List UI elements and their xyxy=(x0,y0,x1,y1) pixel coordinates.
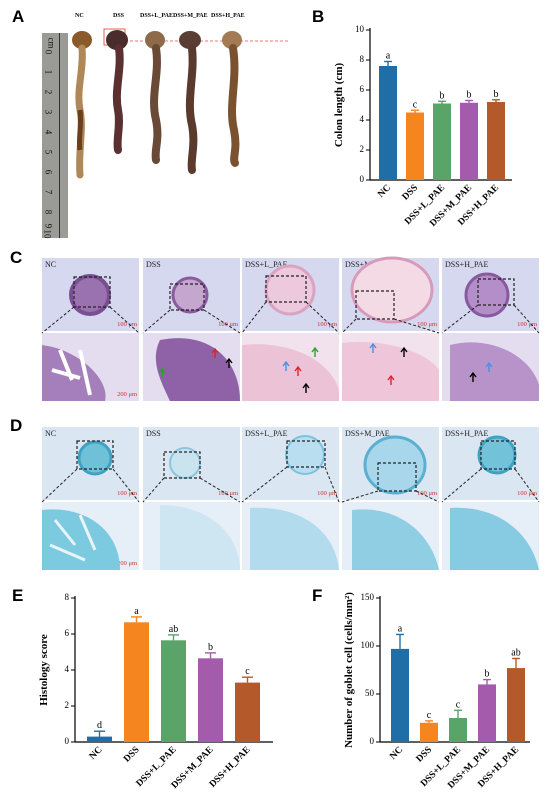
micrograph-label: NC xyxy=(45,429,57,438)
bar-NC xyxy=(379,66,397,180)
bar-DSS+H_PAE xyxy=(235,682,260,742)
significance-letter: b xyxy=(467,90,472,101)
significance-letter: c xyxy=(245,666,250,677)
significance-letter: ab xyxy=(169,624,178,635)
bar-DSS+H_PAE xyxy=(487,102,505,180)
y-tick-label: 8 xyxy=(65,592,70,602)
scale-bar-label: 100 μm xyxy=(218,490,238,497)
y-tick-label: 4 xyxy=(360,114,365,124)
panel-letter-d: D xyxy=(10,416,23,435)
scale-bar-label: 100 μm xyxy=(218,321,238,328)
scale-bar-label: 100 μm xyxy=(117,321,137,328)
bar-DSS xyxy=(124,622,149,742)
y-tick-label: 8 xyxy=(360,54,365,64)
scale-bar-label: 200 μm xyxy=(117,391,137,398)
scale-bar-label: 200 μm xyxy=(117,560,137,567)
category-label: DSS xyxy=(401,183,420,202)
micrograph-label: DSS+L_PAE xyxy=(245,429,288,438)
panel-letter-e: E xyxy=(12,586,24,605)
scale-bar-label: 100 μm xyxy=(317,490,337,497)
colon-label-dss: DSS xyxy=(113,13,125,19)
panel-letter-a: A xyxy=(12,7,25,26)
bar-DSS+M_PAE xyxy=(460,102,478,180)
significance-letter: a xyxy=(398,623,403,634)
ruler: cm 0 1 2 3 4 5 6 7 8 9 10 xyxy=(42,33,68,239)
bar-NC xyxy=(87,736,112,742)
bar-DSS+L_PAE xyxy=(433,103,451,180)
micrograph-label: DSS+H_PAE xyxy=(445,429,489,438)
y-tick-label: 2 xyxy=(65,700,70,710)
scale-bar-label: 100 μm xyxy=(517,321,537,328)
significance-letter: b xyxy=(485,669,490,680)
y-tick-label: 0 xyxy=(370,736,375,746)
bar-DSS+M_PAE xyxy=(198,658,223,742)
scale-bar-label: 100 μm xyxy=(417,490,437,497)
category-label: DSS xyxy=(122,745,141,764)
bar-DSS xyxy=(406,112,424,180)
colon-label-h-pae: DSS+H_PAE xyxy=(211,13,245,19)
category-label: DSS xyxy=(415,745,434,764)
y-tick-label: 6 xyxy=(65,628,70,638)
significance-letter: a xyxy=(386,51,391,62)
y-axis-label: Colon length (cm) xyxy=(333,63,345,148)
bar-DSS+H_PAE xyxy=(507,668,525,742)
chart-goblet-cells: 0 50 100 150 Number of goblet cell (cells/mm… xyxy=(343,592,530,791)
y-tick-label: 4 xyxy=(65,664,70,674)
micrograph-label: DSS+L_PAE xyxy=(245,260,288,269)
micrograph-label: DSS xyxy=(146,429,161,438)
significance-letter: d xyxy=(97,720,102,731)
significance-letter: ab xyxy=(511,647,520,658)
y-tick-label: 0 xyxy=(360,174,365,184)
y-axis-label: Number of goblet cell (cells/mm²) xyxy=(343,592,355,748)
significance-letter: c xyxy=(413,99,418,110)
y-axis-label: Histology score xyxy=(38,634,50,706)
bar-DSS+L_PAE xyxy=(449,718,467,742)
y-tick-label: 150 xyxy=(361,592,375,602)
y-tick-label: 0 xyxy=(65,736,70,746)
colon-label-l-pae: DSS+L_PAE xyxy=(140,13,173,19)
significance-letter: b xyxy=(494,89,499,100)
colon-specimen-l-pae xyxy=(145,31,165,164)
panel-letter-b: B xyxy=(312,7,325,26)
micrograph-label: DSS+M_PAE xyxy=(345,429,390,438)
significance-letter: a xyxy=(134,606,139,617)
y-tick-label: 50 xyxy=(365,688,375,698)
bar-DSS xyxy=(420,722,438,742)
scale-bar-label: 100 μm xyxy=(117,490,137,497)
scale-bar-label: 100 μm xyxy=(517,490,537,497)
category-label: NC xyxy=(388,745,405,762)
micrograph-label: DSS+H_PAE xyxy=(445,260,489,269)
micrograph-label: DSS xyxy=(146,260,161,269)
colon-specimen-h-pae xyxy=(222,31,242,167)
micrograph-label: NC xyxy=(45,260,57,269)
colon-specimen-m-pae xyxy=(179,31,201,174)
panel-letter-f: F xyxy=(312,586,323,605)
panel-letter-c: C xyxy=(10,248,23,267)
colon-specimen-nc xyxy=(72,31,92,179)
bar-DSS+M_PAE xyxy=(478,684,496,742)
y-tick-label: 100 xyxy=(361,640,375,650)
bar-DSS+L_PAE xyxy=(161,640,186,742)
category-label: NC xyxy=(376,183,393,200)
significance-letter: b xyxy=(208,642,213,653)
significance-letter: c xyxy=(427,710,432,721)
colon-specimen-dss xyxy=(106,30,128,154)
bar-NC xyxy=(391,648,409,742)
category-label: NC xyxy=(88,745,105,762)
colon-label-m-pae: DSS+M_PAE xyxy=(173,13,208,19)
y-tick-label: 6 xyxy=(360,84,365,94)
y-tick-label: 10 xyxy=(355,24,365,34)
scale-bar-label: 100 μm xyxy=(317,321,337,328)
scale-bar-label: 100 μm xyxy=(417,321,437,328)
significance-letter: b xyxy=(440,90,445,101)
significance-letter: c xyxy=(456,699,461,710)
y-tick-label: 2 xyxy=(360,144,365,154)
colon-label-nc: NC xyxy=(75,13,84,19)
